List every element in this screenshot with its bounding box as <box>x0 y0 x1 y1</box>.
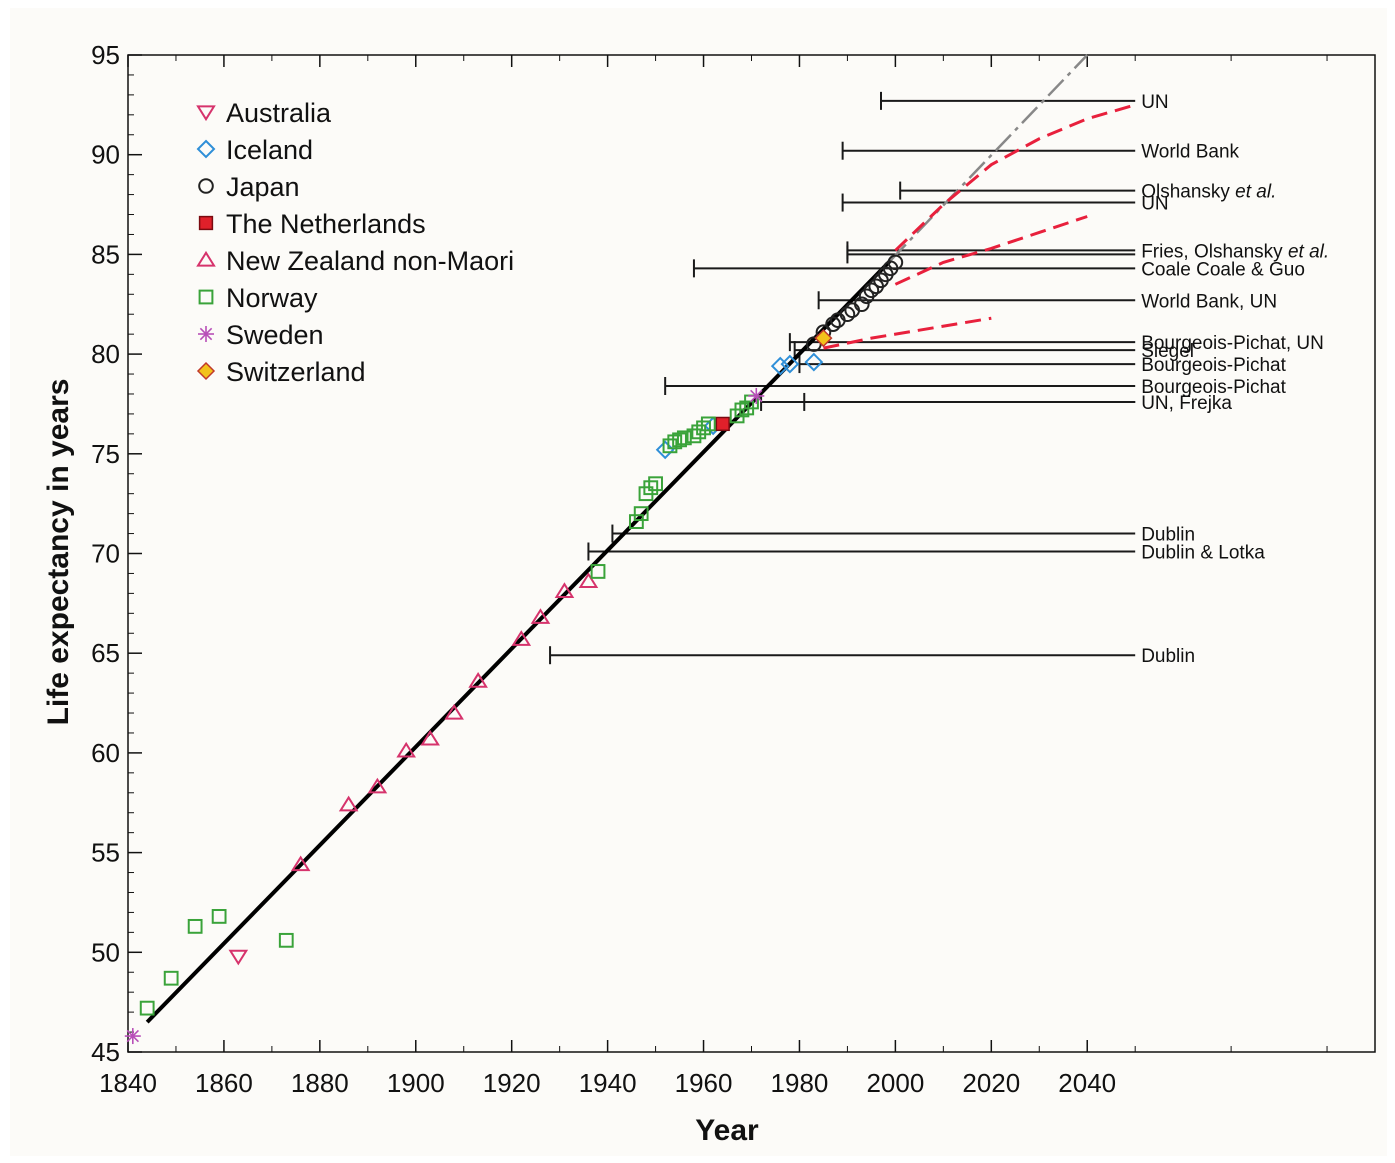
y-tick-label: 60 <box>91 738 120 768</box>
legend-label-sweden: Sweden <box>226 320 324 350</box>
x-axis-label: Year <box>695 1114 759 1147</box>
projection-label: Bourgeois-Pichat <box>1141 355 1286 376</box>
y-tick-label: 50 <box>91 937 120 967</box>
point-sweden <box>748 388 764 404</box>
x-tick-label: 2000 <box>866 1068 924 1098</box>
x-tick-label: 1960 <box>675 1068 733 1098</box>
y-tick-label: 45 <box>91 1037 120 1067</box>
y-tick-label: 70 <box>91 539 120 569</box>
legend-label-new-zealand-non-maori: New Zealand non-Maori <box>226 246 514 276</box>
y-axis-label: Life expectancy in years <box>42 379 75 726</box>
x-tick-label: 1880 <box>291 1068 349 1098</box>
point-the-netherlands <box>716 417 729 430</box>
legend-label-switzerland: Switzerland <box>226 357 366 387</box>
projection-label: UN <box>1141 194 1168 215</box>
legend-marker-the-netherlands <box>200 217 213 230</box>
x-tick-label: 2040 <box>1058 1068 1116 1098</box>
legend-marker-sweden <box>198 326 214 342</box>
projection-label: UN <box>1141 92 1168 113</box>
y-tick-label: 55 <box>91 838 120 868</box>
y-tick-label: 75 <box>91 439 120 469</box>
x-tick-label: 1920 <box>483 1068 541 1098</box>
x-tick-label: 1940 <box>579 1068 637 1098</box>
legend-label-the-netherlands: The Netherlands <box>226 209 426 239</box>
legend-label-norway: Norway <box>226 283 318 313</box>
x-tick-label: 2020 <box>962 1068 1020 1098</box>
legend-label-japan: Japan <box>226 172 300 202</box>
projection-label: Coale Coale & Guo <box>1141 259 1305 280</box>
projection-label: UN, Frejka <box>1141 393 1232 414</box>
y-tick-label: 65 <box>91 638 120 668</box>
projection-label: World Bank, UN <box>1141 291 1277 312</box>
x-tick-label: 1900 <box>387 1068 445 1098</box>
y-tick-label: 90 <box>91 140 120 170</box>
legend-label-iceland: Iceland <box>226 135 313 165</box>
legend-label-australia: Australia <box>226 98 332 128</box>
x-tick-label: 1980 <box>771 1068 829 1098</box>
projection-label: World Bank <box>1141 142 1239 163</box>
y-tick-label: 80 <box>91 339 120 369</box>
point-sweden <box>125 1028 141 1044</box>
y-tick-label: 85 <box>91 239 120 269</box>
x-tick-label: 1860 <box>195 1068 253 1098</box>
projection-label: Dublin <box>1141 646 1195 667</box>
x-tick-label: 1840 <box>99 1068 157 1098</box>
y-tick-label: 95 <box>91 40 120 70</box>
projection-label: Dublin & Lotka <box>1141 543 1265 564</box>
